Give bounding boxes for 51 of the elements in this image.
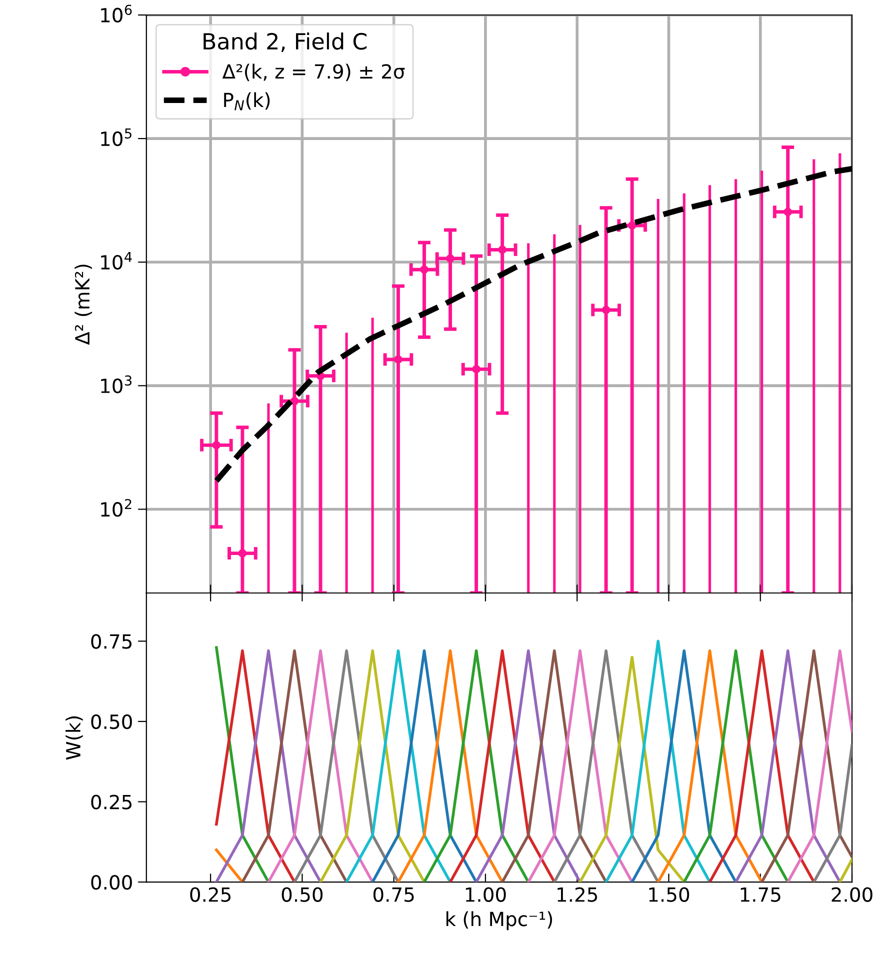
legend-title: Band 2, Field C — [204, 32, 367, 52]
x-tick-label: 0.75 — [373, 887, 414, 902]
line-series — [786, 649, 852, 882]
line-series — [578, 656, 686, 882]
y-tick-label: 10$^{5}$ — [101, 128, 132, 146]
bar — [267, 403, 270, 593]
x-tick-label: 0.25 — [190, 887, 231, 902]
bar — [345, 332, 348, 593]
y-tick-label: 10$^{2}$ — [101, 498, 132, 517]
point — [602, 306, 610, 314]
x-tick-label: 1.00 — [466, 887, 506, 902]
bar — [760, 170, 764, 593]
y-tick-label: 0.50 — [91, 714, 132, 730]
point — [290, 396, 299, 406]
bar — [734, 179, 738, 593]
bar — [708, 185, 712, 593]
y-axis-title: W(k) — [66, 716, 83, 760]
point — [472, 365, 480, 374]
x-tick-label: 0.50 — [282, 887, 323, 902]
x-tick-label: 1.75 — [740, 888, 780, 902]
point — [446, 254, 454, 263]
point — [212, 441, 221, 450]
x-tick-label: 1.50 — [649, 887, 690, 902]
y-tick-label: 10$^{6}$ — [101, 4, 132, 23]
line-series — [215, 649, 296, 882]
point — [784, 208, 792, 216]
bar — [553, 234, 556, 593]
bar — [371, 318, 374, 593]
point — [394, 355, 402, 364]
bar — [812, 159, 816, 593]
bar — [682, 193, 686, 593]
point — [628, 221, 636, 230]
y-tick-label: 0.00 — [91, 874, 132, 890]
y-tick-label: 0.75 — [91, 634, 132, 649]
bar — [527, 243, 530, 593]
x-axis-title: k (h Mpc⁻¹) — [446, 911, 552, 930]
line-series — [760, 649, 852, 882]
y-tick-label: 10$^{3}$ — [101, 375, 132, 394]
point — [420, 265, 428, 274]
y-axis-title: Δ² (mK²) — [74, 264, 92, 345]
bar — [838, 153, 842, 593]
x-tick-label: 2.00 — [832, 887, 872, 902]
y-tick-label: 10$^{4}$ — [101, 252, 132, 270]
bar — [656, 198, 660, 593]
point — [238, 549, 247, 558]
legend-label: P$_{N}$(k) — [224, 92, 270, 110]
y-tick-label: 0.25 — [91, 794, 132, 810]
bar — [578, 224, 582, 593]
point — [498, 246, 506, 254]
x-tick-label: 1.25 — [558, 887, 598, 902]
legend-label: Δ²(k, z = 7.9) ± 2σ — [222, 64, 405, 82]
